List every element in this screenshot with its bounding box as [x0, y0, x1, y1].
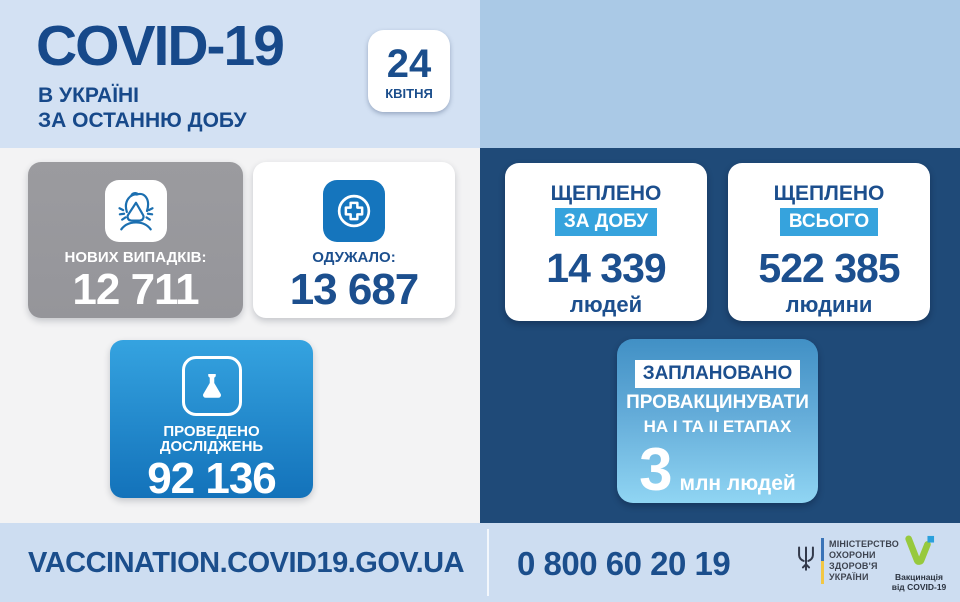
planned-vaccination-card: ЗАПЛАНОВАНО ПРОВАКЦИНУВАТИ НА І ТА ІІ ЕТ… [617, 339, 818, 503]
sneezing-person-icon [104, 180, 167, 242]
date-badge-left: 24 КВІТНЯ [368, 30, 450, 112]
vaccinated-total-value: 522 385 [758, 245, 900, 291]
vaccinated-daily-unit: людей [569, 292, 643, 317]
planned-line1: ПРОВАКЦИНУВАТИ [626, 392, 809, 413]
planned-value: 3 [639, 435, 673, 503]
ministry-of-health-logo: МІНІСТЕРСТВО ОХОРОНИ ЗДОРОВ'Я УКРАЇНИ [796, 538, 899, 584]
vaccination-logo-text: Вакцинація від COVID-19 [890, 572, 948, 592]
header-right-panel: ВАКЦИНАЦІЯ ВІД COVID-19 В УКРАЇНІ І ТА І… [480, 0, 960, 148]
header-left-panel: COVID-19 В УКРАЇНІ ЗА ОСТАННЮ ДОБУ 24 КВ… [0, 0, 480, 148]
website-url: VACCINATION.COVID19.GOV.UA [28, 547, 465, 579]
recovered-card: ОДУЖАЛО: 13 687 [253, 162, 455, 318]
new-cases-value: 12 711 [72, 265, 199, 314]
date-month: КВІТНЯ [385, 86, 433, 101]
vaccinated-total-unit: людини [785, 292, 873, 317]
hotline-phone: 0 800 60 20 19 [517, 545, 731, 582]
vaccinated-daily-heading: ЩЕПЛЕНО [550, 182, 662, 205]
new-cases-label: НОВИХ ВИПАДКІВ: [64, 249, 207, 266]
vaccinated-total-card: ЩЕПЛЕНО ВСЬОГО 522 385 людини [728, 163, 930, 321]
ministry-line: УКРАЇНИ [829, 572, 869, 582]
planned-line2: НА І ТА ІІ ЕТАПАХ [643, 416, 792, 436]
tests-label: ПРОВЕДЕНО ДОСЛІДЖЕНЬ [159, 423, 264, 455]
vaccinated-daily-chip: ЗА ДОБУ [554, 208, 658, 236]
green-v-icon [902, 535, 936, 571]
vaccinated-total-chip: ВСЬОГО [779, 208, 879, 236]
vaccinated-total-heading: ЩЕПЛЕНО [773, 182, 885, 205]
date-day: 24 [386, 42, 432, 86]
page-subtitle-line1: В УКРАЇНІ [38, 84, 140, 107]
page-title: COVID-19 [36, 14, 285, 78]
vaccination-stats-panel: ЩЕПЛЕНО ЗА ДОБУ 14 339 людей ЩЕПЛЕНО ВСЬ… [480, 148, 960, 523]
trident-icon [796, 545, 816, 578]
medical-cross-icon [323, 180, 385, 242]
vaccination-logo-line: Вакцинація [895, 572, 943, 582]
ministry-logo-text: МІНІСТЕРСТВО ОХОРОНИ ЗДОРОВ'Я УКРАЇНИ [829, 539, 899, 583]
covid-stats-panel: НОВИХ ВИПАДКІВ: 12 711 ОДУЖАЛО: 13 687 П… [0, 148, 480, 523]
logo-divider-bar [821, 538, 824, 584]
vaccination-campaign-logo: Вакцинація від COVID-19 [890, 535, 948, 592]
ministry-line: ЗДОРОВ'Я [829, 561, 878, 571]
lab-flask-icon [181, 356, 242, 416]
tests-value: 92 136 [147, 454, 277, 503]
new-cases-card: НОВИХ ВИПАДКІВ: 12 711 [28, 162, 243, 318]
footer-divider [487, 529, 489, 596]
vaccinated-daily-card: ЩЕПЛЕНО ЗА ДОБУ 14 339 людей [505, 163, 707, 321]
tests-card: ПРОВЕДЕНО ДОСЛІДЖЕНЬ 92 136 [110, 340, 313, 503]
planned-chip: ЗАПЛАНОВАНО [634, 360, 801, 388]
ministry-line: МІНІСТЕРСТВО [829, 539, 900, 549]
vaccinated-daily-value: 14 339 [546, 245, 666, 291]
recovered-value: 13 687 [289, 265, 420, 314]
footer: VACCINATION.COVID19.GOV.UA 0 800 60 20 1… [0, 523, 960, 602]
ministry-line: ОХОРОНИ [829, 550, 876, 560]
planned-unit: млн людей [679, 471, 796, 495]
recovered-label: ОДУЖАЛО: [312, 249, 396, 266]
page-subtitle-line2: ЗА ОСТАННЮ ДОБУ [38, 109, 247, 132]
vaccination-logo-line: від COVID-19 [891, 582, 947, 592]
